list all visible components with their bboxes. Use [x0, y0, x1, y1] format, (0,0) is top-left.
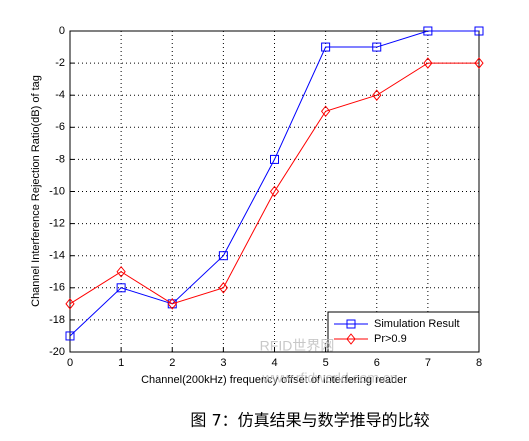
x-tick-label: 6 — [374, 357, 380, 369]
data-point — [474, 57, 484, 69]
watermark: RFID世界网 — [260, 338, 335, 354]
data-point — [65, 331, 75, 341]
data-point — [270, 154, 279, 164]
y-axis-label: Channel Interference Rejection Ratio(dB)… — [30, 75, 42, 307]
data-point — [116, 283, 126, 293]
x-tick-label: 7 — [425, 357, 431, 369]
data-point — [167, 298, 177, 310]
data-point — [218, 251, 228, 261]
x-axis-label: Channel(200kHz) frequency offset of inte… — [141, 374, 407, 386]
x-tick-label: 0 — [67, 357, 73, 369]
y-tick-label: -10 — [49, 185, 65, 197]
x-tick-label: 4 — [271, 357, 277, 369]
y-tick-label: -8 — [55, 153, 65, 165]
data-point — [116, 265, 126, 278]
y-tick-label: -6 — [55, 121, 65, 133]
legend-label: Pr>0.9 — [374, 333, 407, 345]
y-tick-label: -18 — [49, 314, 65, 326]
y-tick-label: -12 — [49, 218, 65, 230]
series-line — [69, 30, 479, 337]
x-tick-label: 5 — [323, 357, 329, 369]
data-point — [218, 281, 229, 294]
legend-box — [327, 311, 480, 353]
y-tick-label: -2 — [55, 57, 65, 69]
x-tick-label: 1 — [118, 357, 124, 369]
y-tick-label: -4 — [55, 89, 65, 101]
data-point — [65, 298, 75, 310]
legend-marker — [346, 319, 356, 329]
y-tick-label: -16 — [49, 282, 65, 294]
legend-label: Simulation Result — [374, 318, 460, 330]
data-point — [321, 42, 331, 52]
y-tick-label: -20 — [49, 346, 65, 358]
plot: 0-2-4-6-8-10-12-14-16-18-200 1 2 3 4 5 6 7 8Simu… — [49, 25, 484, 369]
y-tick-label: 0 — [59, 25, 65, 37]
plot-frame — [69, 30, 480, 353]
y-tick-label: -14 — [49, 250, 65, 262]
data-point — [474, 26, 484, 36]
x-tick-label: 3 — [220, 357, 226, 369]
watermark: www.rfidworld.com.cn — [261, 370, 397, 386]
caption: 图 7：仿真结果与数学推导的比较 — [190, 411, 429, 430]
data-point — [423, 26, 433, 36]
x-tick-label: 2 — [169, 357, 175, 369]
data-point — [372, 89, 382, 102]
data-point — [423, 57, 433, 69]
x-tick-label: 8 — [476, 357, 482, 369]
legend-marker — [346, 333, 356, 345]
data-point — [269, 185, 280, 198]
data-point — [372, 42, 382, 52]
series-line — [69, 62, 479, 305]
data-point — [320, 105, 331, 118]
